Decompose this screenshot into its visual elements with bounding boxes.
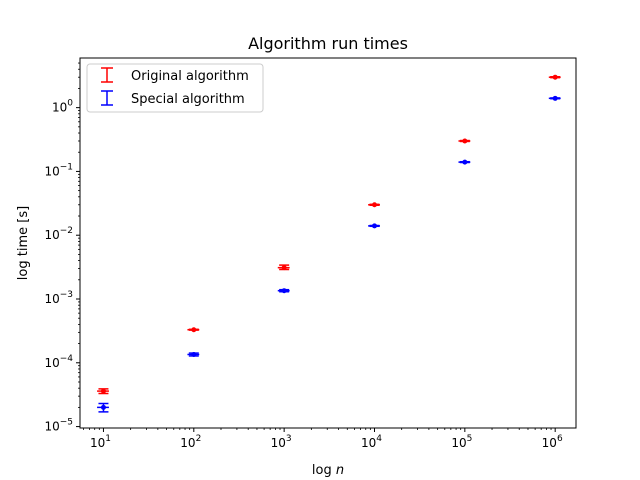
legend-item-1: Original algorithm bbox=[101, 67, 249, 84]
data-point bbox=[100, 404, 106, 410]
x-tick-label: 103 bbox=[271, 434, 292, 450]
y-axis-label: log time [s] bbox=[16, 206, 31, 280]
x-tick-label: 101 bbox=[90, 434, 111, 450]
data-point bbox=[281, 288, 287, 294]
chart-title: Algorithm run times bbox=[248, 34, 408, 53]
y-tick-label: 100 bbox=[52, 99, 73, 115]
x-axis: 101 102 103 104 105 106 bbox=[83, 428, 563, 450]
plot-area bbox=[79, 57, 577, 429]
legend-label: Original algorithm bbox=[131, 69, 249, 84]
y-tick-label: 10−5 bbox=[44, 418, 73, 434]
x-tick-label: 104 bbox=[361, 434, 382, 450]
x-tick-label: 105 bbox=[451, 434, 472, 450]
x-axis-label: log n bbox=[312, 463, 344, 478]
data-point bbox=[371, 202, 377, 208]
x-tick-label: 102 bbox=[180, 434, 201, 450]
series-2 bbox=[97, 95, 561, 413]
y-tick-label: 10−1 bbox=[44, 162, 73, 178]
y-tick-label: 10−4 bbox=[44, 354, 73, 370]
x-tick-label: 106 bbox=[542, 434, 563, 450]
data-point bbox=[462, 138, 468, 144]
x-axis-label-prefix: log bbox=[312, 463, 336, 478]
x-axis-label-variable: n bbox=[336, 463, 344, 478]
data-point bbox=[552, 74, 558, 80]
series-1 bbox=[97, 74, 561, 395]
legend: Original algorithm Special algorithm bbox=[86, 63, 264, 113]
legend-item-2: Special algorithm bbox=[101, 90, 245, 107]
legend-label: Special algorithm bbox=[131, 92, 245, 107]
data-point bbox=[281, 265, 287, 271]
y-tick-label: 10−2 bbox=[44, 226, 73, 242]
y-tick-label: 10−3 bbox=[44, 290, 73, 306]
y-axis: 10−5 10−4 10−3 10−2 10−1 100 bbox=[44, 62, 80, 434]
data-point bbox=[371, 223, 377, 229]
data-point bbox=[100, 388, 106, 394]
plot-frame bbox=[79, 57, 577, 429]
legend-box bbox=[86, 63, 264, 113]
data-point bbox=[191, 327, 197, 333]
series-layer bbox=[97, 74, 561, 413]
data-point bbox=[191, 351, 197, 357]
data-point bbox=[552, 95, 558, 101]
data-point bbox=[462, 159, 468, 165]
